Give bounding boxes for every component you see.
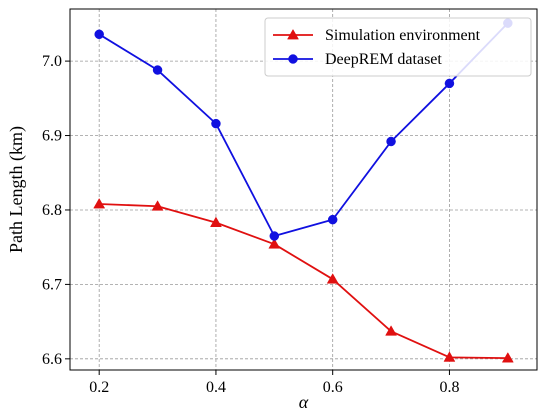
series-line	[99, 203, 508, 359]
data-point	[385, 325, 397, 336]
legend-marker	[288, 54, 298, 64]
axis-ticks: 0.2 0.4 0.6 0.8 6.6 6.7 6.8 6.9 7.0	[42, 53, 459, 396]
series-1	[93, 198, 514, 363]
y-tick-label: 6.9	[42, 128, 62, 145]
x-tick-label: 0.4	[206, 379, 226, 396]
y-tick-label: 6.8	[42, 202, 62, 219]
data-point	[501, 352, 514, 363]
data-point	[151, 200, 164, 211]
data-point	[211, 118, 221, 129]
data-point	[93, 198, 106, 209]
series-line	[98, 22, 509, 237]
y-axis-label: Path Length (km)	[6, 126, 27, 253]
data-point	[444, 78, 455, 89]
x-axis-label: α	[299, 392, 309, 412]
x-tick-label: 0.2	[89, 379, 109, 396]
series-2	[94, 18, 513, 241]
y-tick-label: 6.7	[42, 276, 62, 293]
data-point	[94, 29, 104, 40]
data-point	[326, 273, 339, 284]
legend: Simulation environment DeepREM dataset	[264, 17, 532, 77]
legend-box	[264, 17, 532, 77]
y-tick-label: 7.0	[42, 53, 62, 70]
legend-item: DeepREM dataset	[273, 51, 442, 68]
plot-frame	[69, 8, 538, 371]
data-point	[152, 65, 163, 75]
data-point	[443, 351, 456, 362]
legend-marker	[287, 28, 299, 40]
data-point	[327, 214, 338, 225]
x-tick-label: 0.8	[439, 379, 459, 396]
data-point	[386, 136, 396, 147]
data-point	[269, 231, 280, 241]
x-tick-label: 0.6	[323, 379, 343, 396]
y-tick-label: 6.6	[42, 351, 62, 368]
data-point	[210, 216, 222, 227]
legend-label: Simulation environment	[325, 27, 481, 44]
legend-label: DeepREM dataset	[325, 51, 442, 68]
series-layer	[93, 18, 514, 363]
data-point	[268, 238, 281, 249]
legend-item: Simulation environment	[273, 27, 481, 44]
